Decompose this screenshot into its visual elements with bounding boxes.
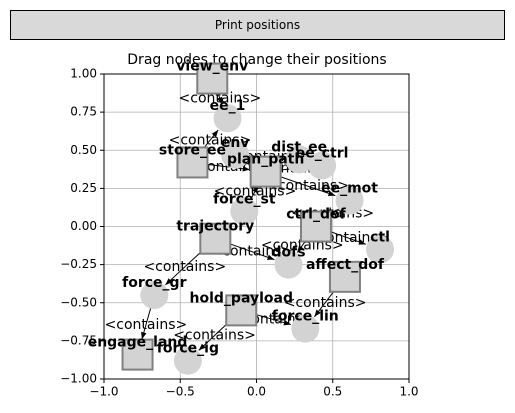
edge-label: <contains> [143,259,226,275]
x-tick-label: 0.5 [323,385,342,399]
axes-frame [103,73,410,380]
y-tick-label: −0.50 [60,295,97,309]
node-label: trajectory [176,219,254,235]
y-tick-label: 1.00 [70,67,97,81]
edge-label: <contains> [105,317,188,333]
node[interactable] [285,145,314,174]
node[interactable] [230,197,259,226]
node[interactable] [176,146,209,179]
node[interactable] [328,260,361,293]
node-label: hold_payload [190,290,293,306]
node-label: ctrl_dof [286,207,346,223]
node-label: force_lin [272,309,339,325]
node[interactable] [221,140,250,169]
node[interactable] [249,155,282,188]
node[interactable] [299,210,332,243]
node-label: force_st [213,191,276,207]
edge-label: <contains> [284,295,367,311]
node[interactable] [291,314,320,343]
chart-title: Drag nodes to change their positions [127,52,386,68]
node-label: store_ee [159,142,226,158]
node-label: ee_1 [210,98,246,114]
x-tick-label: 0.0 [247,385,266,399]
node[interactable] [173,346,202,375]
y-tick-label: 0.25 [70,181,97,195]
node-label: dist_ee [271,139,327,155]
print-positions-button[interactable]: Print positions [10,10,505,40]
node-label: ee_ctrl [296,146,349,162]
node-label: affect_dof [306,257,385,273]
node-label: force_ig [157,341,219,357]
node-label: ee_mot [321,181,378,197]
node[interactable] [196,62,229,95]
edge-label: <contains> [266,178,349,194]
node[interactable] [199,222,232,255]
node-label: plan_path [227,152,304,168]
edge-label: <contains> [173,328,256,344]
y-tick-label: −0.25 [60,257,97,271]
x-tick-label: 1.0 [399,385,418,399]
x-tick-label: −1.0 [89,385,118,399]
node[interactable] [225,294,258,327]
x-tick-label: −0.5 [166,385,195,399]
node[interactable] [140,281,169,310]
node-label: view_env [176,59,248,75]
y-tick-label: −0.75 [60,333,97,347]
node[interactable] [274,250,303,279]
node[interactable] [308,151,337,180]
node-label: ctl [370,229,390,245]
y-tick-label: −1.00 [60,372,97,386]
node[interactable] [366,235,395,264]
node[interactable] [121,338,154,371]
y-tick-label: 0.00 [70,219,97,233]
node[interactable] [335,186,364,215]
node-label: engage_land [88,335,188,351]
node[interactable] [213,104,242,133]
y-tick-label: 0.75 [70,105,97,119]
node-label: env [221,135,250,151]
y-tick-label: 0.50 [70,143,97,157]
node-label: force_gr [122,275,186,291]
node-label: dofs [271,245,305,261]
